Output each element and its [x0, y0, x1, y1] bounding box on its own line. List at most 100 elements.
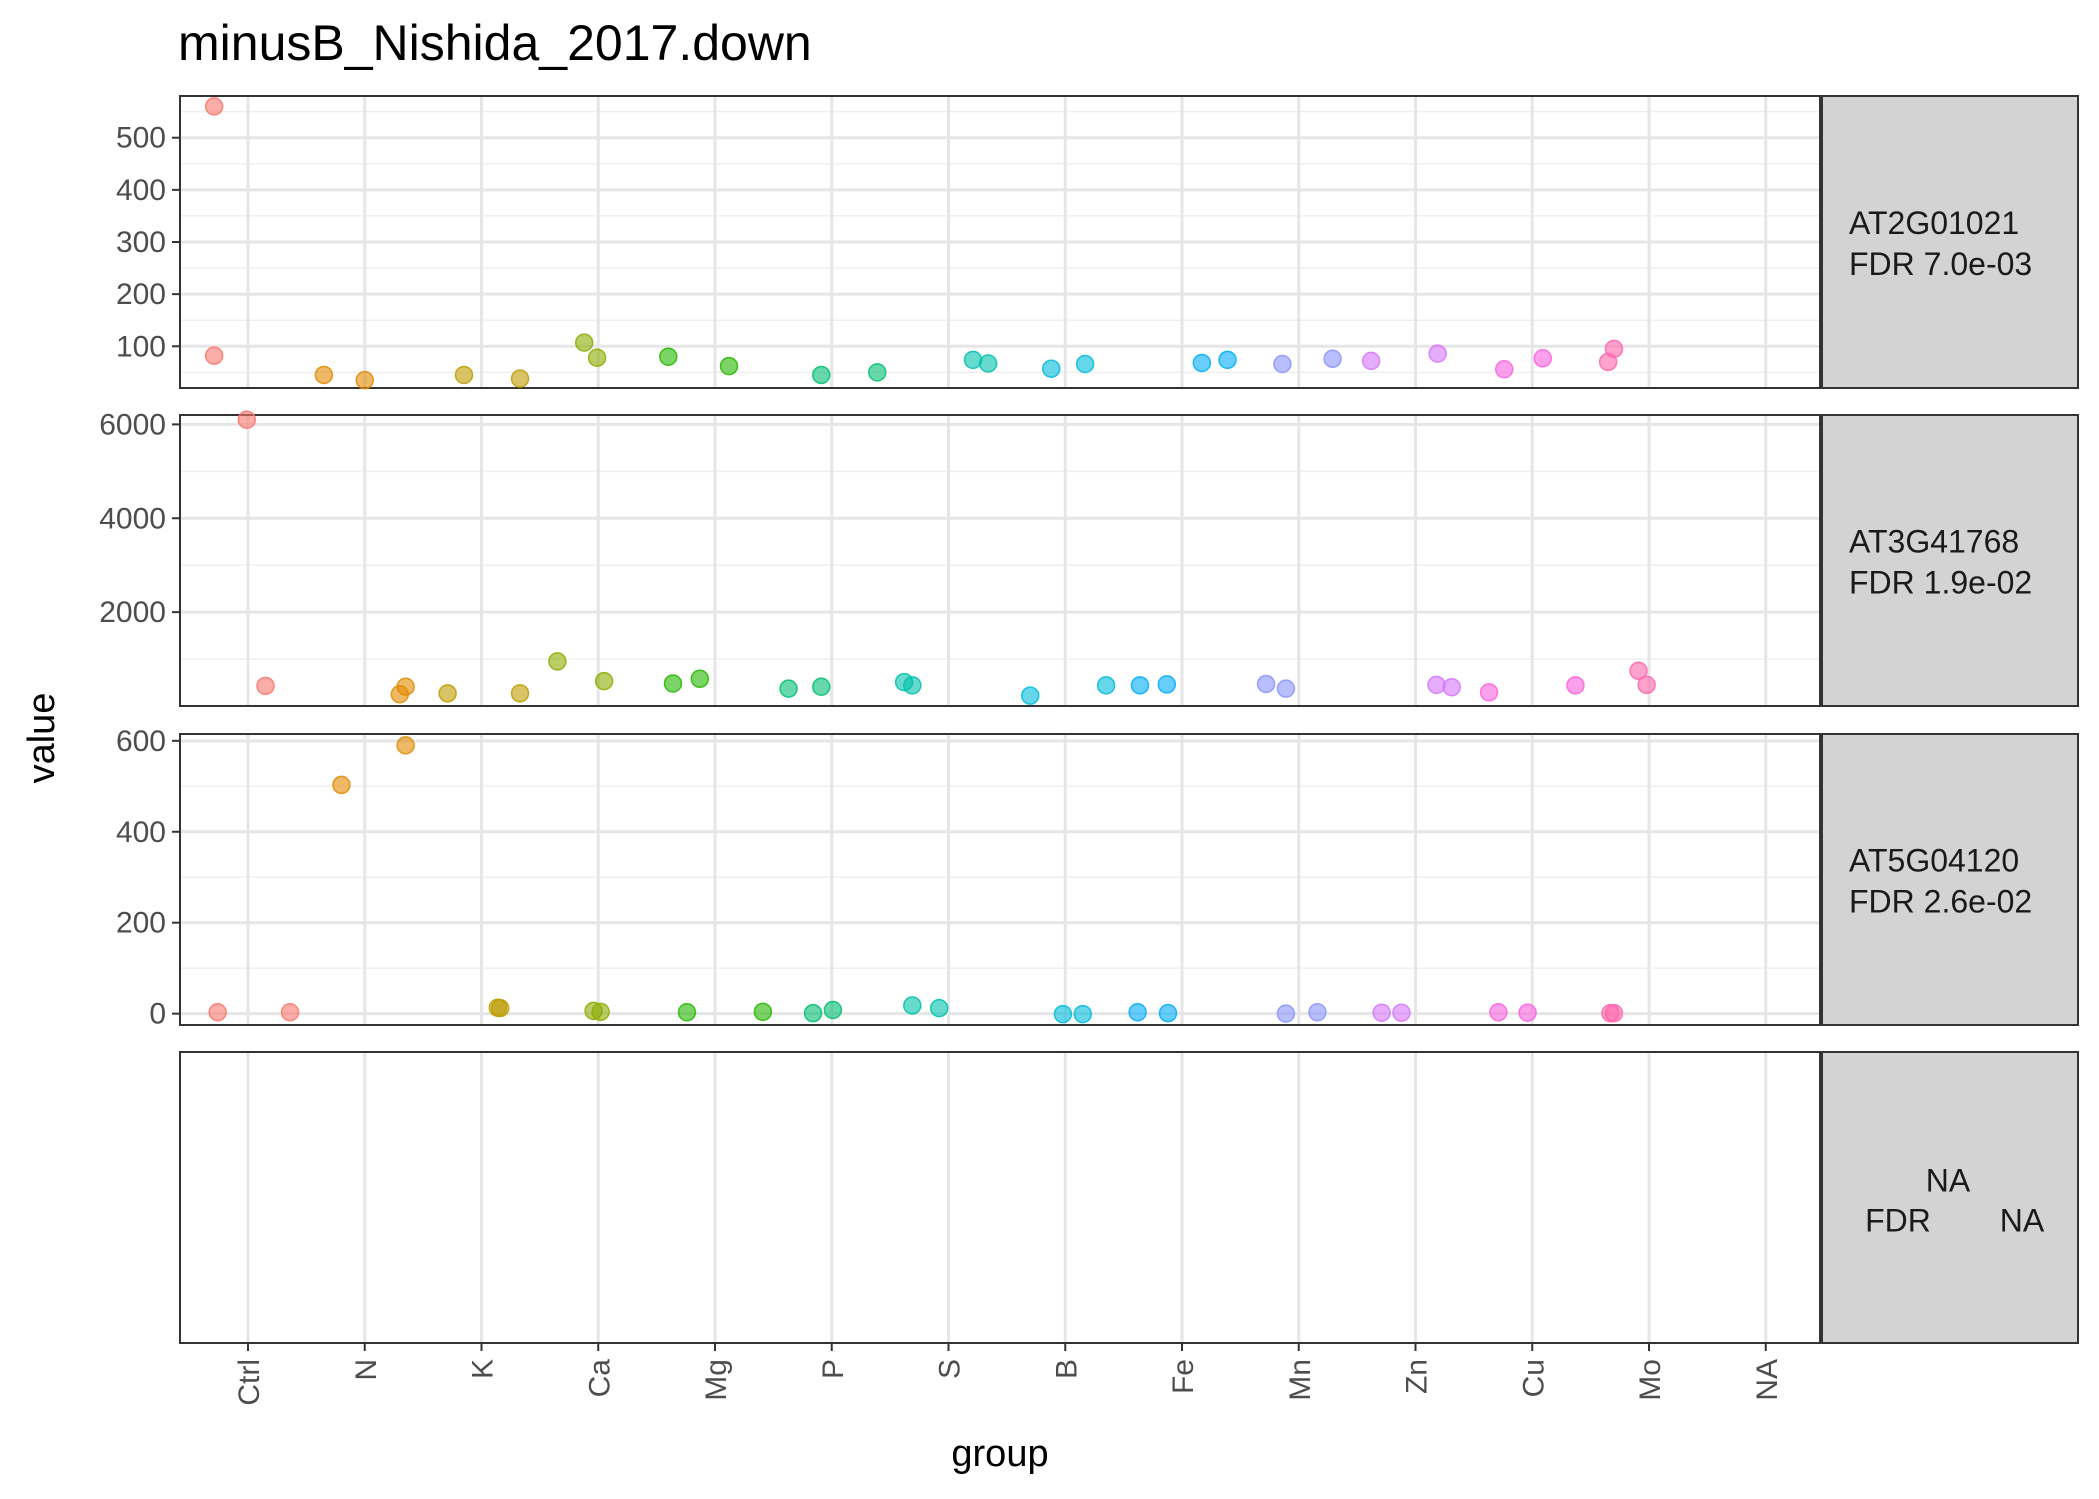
strip-gene-label: NA — [1926, 1163, 1971, 1199]
data-point — [1518, 1003, 1537, 1022]
panel-background — [179, 1051, 1821, 1344]
data-point — [237, 410, 257, 429]
data-point — [903, 676, 922, 695]
y-tick-label: 4000 — [99, 502, 166, 535]
strip-fdr-label: FDR 2.6e-02 — [1849, 884, 2032, 920]
data-point — [779, 679, 798, 698]
data-point — [454, 365, 474, 385]
data-point — [811, 365, 831, 385]
y-tick-label: 500 — [116, 122, 166, 155]
facet-panel: 100 200 300 400 500 AT2G01021 FDR 7.0e-03 — [116, 95, 2079, 390]
data-point — [396, 736, 415, 755]
strip-background — [1821, 733, 2079, 1026]
strip-background — [1821, 95, 2079, 389]
y-tick-label: 400 — [116, 816, 166, 849]
data-point — [204, 97, 224, 116]
data-point — [663, 674, 683, 693]
x-tick-label: N — [350, 1359, 383, 1381]
facet-panel: NA FDR NA — [179, 1051, 2079, 1344]
data-point — [1096, 676, 1116, 695]
data-point — [438, 684, 457, 703]
facet-strip: AT5G04120 FDR 2.6e-02 — [1821, 733, 2079, 1026]
y-tick-label: 200 — [116, 907, 166, 940]
data-point — [868, 363, 887, 382]
strip-fdr-label: FDR 1.9e-02 — [1849, 565, 2032, 601]
data-point — [548, 652, 567, 671]
data-point — [1637, 675, 1656, 695]
data-point — [1158, 1003, 1178, 1023]
data-point — [1157, 675, 1177, 694]
data-point — [929, 998, 949, 1018]
strip-fdr-label: FDR 7.0e-03 — [1849, 246, 2032, 282]
y-tick-label: 0 — [149, 998, 166, 1031]
facet-strip: NA FDR NA — [1821, 1051, 2079, 1344]
data-point — [1361, 351, 1381, 371]
chart-title: minusB_Nishida_2017.down — [178, 15, 812, 71]
data-point — [574, 333, 594, 352]
data-point — [803, 1003, 823, 1023]
data-point — [396, 677, 415, 697]
data-point — [1073, 1004, 1093, 1024]
data-point — [510, 369, 530, 388]
data-point — [1372, 1003, 1391, 1022]
data-point — [963, 350, 983, 370]
strip-fdr-prefix: FDR — [1865, 1203, 1931, 1239]
data-point — [1273, 354, 1292, 374]
strip-gene-label: AT2G01021 — [1849, 205, 2019, 241]
panel-border — [179, 414, 1821, 707]
data-point — [591, 1002, 610, 1022]
strip-background — [1821, 1051, 2079, 1344]
data-point — [1494, 359, 1514, 379]
data-point — [1192, 353, 1212, 373]
data-point — [1276, 679, 1296, 698]
data-point — [314, 365, 334, 385]
data-point — [1479, 683, 1499, 702]
data-point — [1489, 1003, 1508, 1022]
data-point — [355, 370, 374, 390]
data-point — [659, 347, 678, 366]
x-tick-label: Mo — [1634, 1359, 1667, 1401]
data-point — [256, 676, 275, 696]
strip-fdr-value: NA — [2000, 1203, 2045, 1239]
data-point — [1041, 359, 1061, 378]
panel-background — [179, 733, 1821, 1026]
facet-strip: AT2G01021 FDR 7.0e-03 — [1821, 95, 2079, 389]
data-point — [690, 669, 710, 689]
data-point — [594, 671, 614, 691]
x-tick-label: Zn — [1401, 1359, 1434, 1394]
x-tick-label: K — [467, 1359, 500, 1379]
data-point — [1392, 1003, 1411, 1022]
data-point — [1604, 339, 1624, 359]
data-point — [1604, 1003, 1624, 1023]
data-point — [280, 1003, 300, 1022]
data-point — [1053, 1004, 1073, 1024]
data-point — [208, 1003, 227, 1022]
data-point — [753, 1002, 773, 1022]
y-tick-label: 100 — [116, 330, 166, 363]
y-tick-label: 300 — [116, 226, 166, 259]
data-point — [1323, 349, 1342, 369]
strip-gene-label: AT5G04120 — [1849, 843, 2019, 879]
y-axis-title: value — [21, 693, 63, 784]
panel-border — [179, 733, 1821, 1026]
data-point — [677, 1003, 697, 1022]
data-point — [332, 775, 351, 795]
panel-border — [179, 1051, 1821, 1344]
data-point — [510, 684, 530, 703]
data-point — [204, 346, 224, 365]
data-point — [1075, 354, 1095, 374]
y-tick-label: 6000 — [99, 408, 166, 441]
x-tick-label: P — [817, 1359, 850, 1379]
x-tick-label: S — [934, 1359, 967, 1379]
data-point — [1128, 1003, 1147, 1022]
strip-background — [1821, 414, 2079, 707]
data-point — [1276, 1004, 1296, 1023]
x-tick-label: Ctrl — [233, 1359, 266, 1406]
facet-panel: 2000 4000 6000 AT3G41768 FDR 1.9e-02 — [99, 408, 2079, 707]
y-tick-label: 600 — [116, 725, 166, 758]
x-axis: Ctrl N K Ca Mg P S B Fe Mn Zn Cu Mo NA — [233, 1343, 1784, 1406]
data-point — [1256, 674, 1276, 694]
x-tick-label: B — [1050, 1359, 1083, 1379]
